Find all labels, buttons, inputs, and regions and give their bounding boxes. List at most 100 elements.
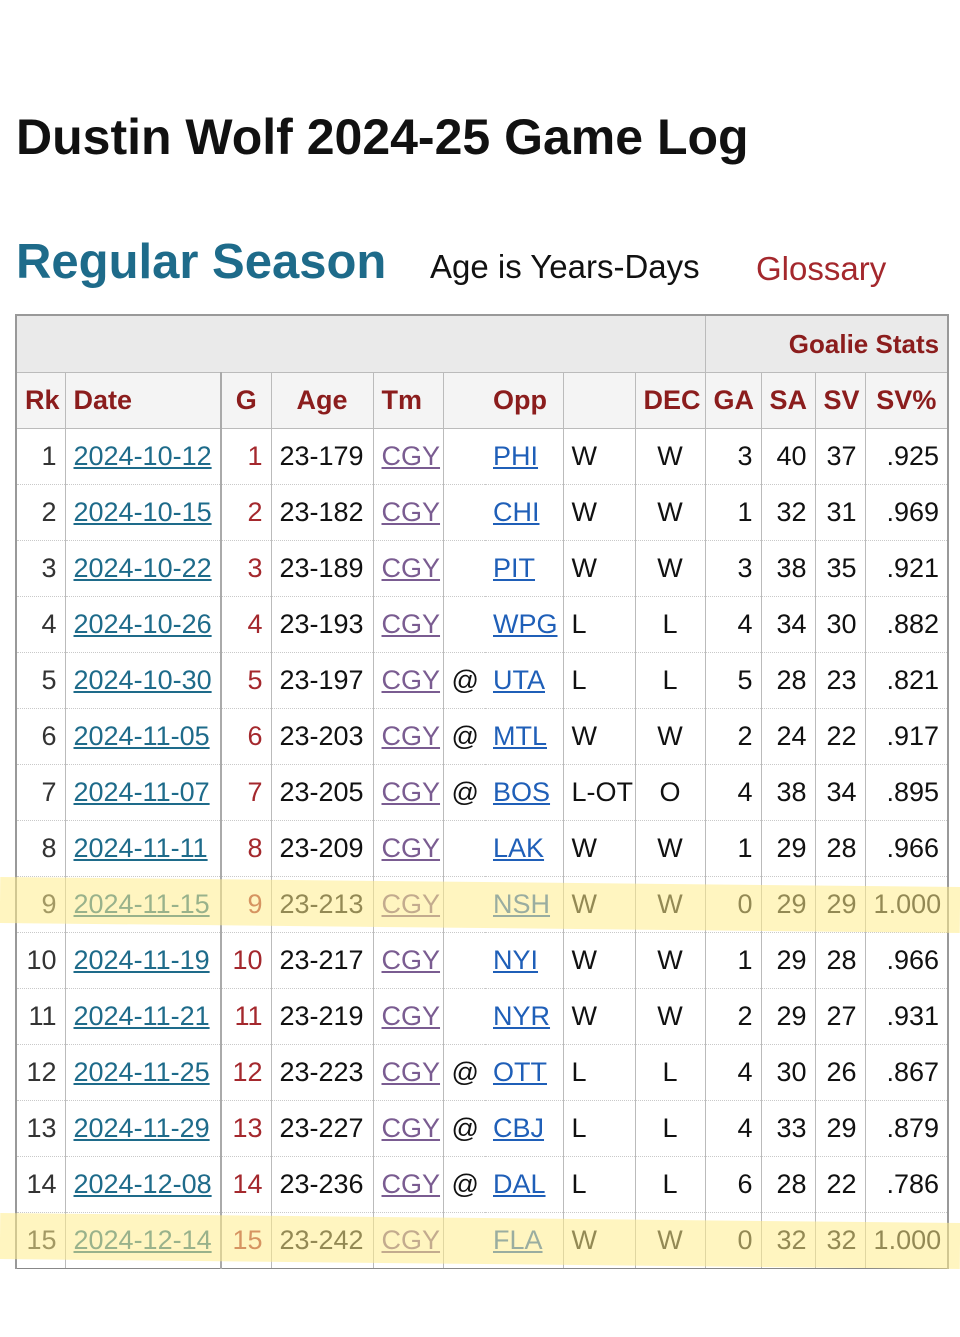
date-link[interactable]: 2024-11-29 <box>73 1113 210 1143</box>
cell-date: 2024-11-11 <box>65 820 222 877</box>
opp-link[interactable]: MTL <box>493 721 547 751</box>
cell-res: L <box>563 652 636 709</box>
cell-age: 23-209 <box>271 820 374 877</box>
cell-sv: 23 <box>815 652 866 709</box>
tm-link[interactable]: CGY <box>381 721 441 751</box>
cell-opp: UTA <box>485 652 564 709</box>
tm-link[interactable]: CGY <box>381 945 441 975</box>
tm-link[interactable]: CGY <box>381 1113 441 1143</box>
cell-ga: 5 <box>705 652 762 709</box>
column-header-tm[interactable]: Tm <box>373 372 444 429</box>
cell-opp: PHI <box>485 428 564 485</box>
cell-opp: FLA <box>485 1212 564 1269</box>
date-link[interactable]: 2024-11-11 <box>73 833 208 863</box>
cell-at: @ <box>443 652 485 709</box>
opp-link[interactable]: UTA <box>493 665 545 695</box>
cell-opp: CHI <box>485 484 564 541</box>
date-link[interactable]: 2024-12-08 <box>73 1169 212 1199</box>
opp-link[interactable]: PIT <box>493 553 536 583</box>
column-header-ga[interactable]: GA <box>705 372 762 429</box>
cell-g: 8 <box>221 820 272 877</box>
cell-sv: 35 <box>815 540 866 597</box>
cell-date: 2024-11-07 <box>65 764 222 821</box>
date-link[interactable]: 2024-11-05 <box>73 721 210 751</box>
tm-link[interactable]: CGY <box>381 833 441 863</box>
cell-res: W <box>563 876 636 933</box>
tm-link[interactable]: CGY <box>381 497 441 527</box>
cell-dec: W <box>635 876 706 933</box>
cell-date: 2024-11-21 <box>65 988 222 1045</box>
opp-link[interactable]: FLA <box>493 1225 543 1255</box>
tm-link[interactable]: CGY <box>381 777 441 807</box>
cell-opp: WPG <box>485 596 564 653</box>
opp-link[interactable]: NSH <box>493 889 551 919</box>
cell-sa: 33 <box>761 1100 816 1157</box>
opp-link[interactable]: PHI <box>493 441 539 471</box>
cell-age: 23-197 <box>271 652 374 709</box>
date-link[interactable]: 2024-12-14 <box>73 1225 212 1255</box>
date-link[interactable]: 2024-11-19 <box>73 945 210 975</box>
date-link[interactable]: 2024-10-30 <box>73 665 212 695</box>
cell-tm: CGY <box>373 1044 444 1101</box>
cell-ga: 1 <box>705 932 762 989</box>
cell-tm: CGY <box>373 596 444 653</box>
section-heading: Regular Season <box>16 235 387 289</box>
date-link[interactable]: 2024-11-15 <box>73 889 210 919</box>
tm-link[interactable]: CGY <box>381 441 441 471</box>
opp-link[interactable]: LAK <box>493 833 545 863</box>
tm-link[interactable]: CGY <box>381 1169 441 1199</box>
column-header-g[interactable]: G <box>221 372 272 429</box>
tm-link[interactable]: CGY <box>381 1225 441 1255</box>
column-header-rk[interactable]: Rk <box>17 372 66 429</box>
tm-link[interactable]: CGY <box>381 1057 441 1087</box>
cell-tm: CGY <box>373 932 444 989</box>
date-link[interactable]: 2024-10-26 <box>73 609 212 639</box>
cell-svp: 1.000 <box>865 876 948 933</box>
opp-link[interactable]: OTT <box>493 1057 547 1087</box>
tm-link[interactable]: CGY <box>381 665 441 695</box>
opp-link[interactable]: NYR <box>493 1001 551 1031</box>
cell-sv: 37 <box>815 428 866 485</box>
column-header-sv[interactable]: SV <box>815 372 866 429</box>
opp-link[interactable]: BOS <box>493 777 551 807</box>
column-header-sa[interactable]: SA <box>761 372 816 429</box>
cell-svp: .931 <box>865 988 948 1045</box>
cell-g: 7 <box>221 764 272 821</box>
cell-ga: 4 <box>705 1044 762 1101</box>
date-link[interactable]: 2024-10-12 <box>73 441 212 471</box>
cell-g: 13 <box>221 1100 272 1157</box>
column-header-age[interactable]: Age <box>271 372 374 429</box>
opp-link[interactable]: NYI <box>493 945 539 975</box>
glossary-link[interactable]: Glossary <box>756 250 887 287</box>
date-link[interactable]: 2024-11-21 <box>73 1001 210 1031</box>
cell-date: 2024-11-19 <box>65 932 222 989</box>
table-row: 8 2024-11-11 8 23-209 CGY LAK W W 1 29 28.966 <box>17 820 948 877</box>
date-link[interactable]: 2024-11-07 <box>73 777 210 807</box>
cell-g: 11 <box>221 988 272 1045</box>
date-link[interactable]: 2024-11-25 <box>73 1057 210 1087</box>
date-link[interactable]: 2024-10-15 <box>73 497 212 527</box>
tm-link[interactable]: CGY <box>381 609 441 639</box>
cell-svp: .895 <box>865 764 948 821</box>
tm-link[interactable]: CGY <box>381 1001 441 1031</box>
cell-tm: CGY <box>373 428 444 485</box>
cell-dec: W <box>635 540 706 597</box>
cell-at: @ <box>443 1044 485 1101</box>
tm-link[interactable]: CGY <box>381 889 441 919</box>
cell-sv: 27 <box>815 988 866 1045</box>
opp-link[interactable]: CBJ <box>493 1113 545 1143</box>
column-header-opp[interactable]: Opp <box>485 372 564 429</box>
tm-link[interactable]: CGY <box>381 553 441 583</box>
cell-ga: 0 <box>705 1212 762 1269</box>
column-header-date[interactable]: Date <box>65 372 222 429</box>
opp-link[interactable]: CHI <box>493 497 540 527</box>
cell-sa: 30 <box>761 1044 816 1101</box>
cell-g: 1 <box>221 428 272 485</box>
cell-sa: 32 <box>761 1212 816 1269</box>
cell-tm: CGY <box>373 876 444 933</box>
date-link[interactable]: 2024-10-22 <box>73 553 212 583</box>
opp-link[interactable]: DAL <box>493 1169 546 1199</box>
column-header-svp[interactable]: SV% <box>865 372 948 429</box>
column-header-dec[interactable]: DEC <box>635 372 706 429</box>
opp-link[interactable]: WPG <box>493 609 558 639</box>
